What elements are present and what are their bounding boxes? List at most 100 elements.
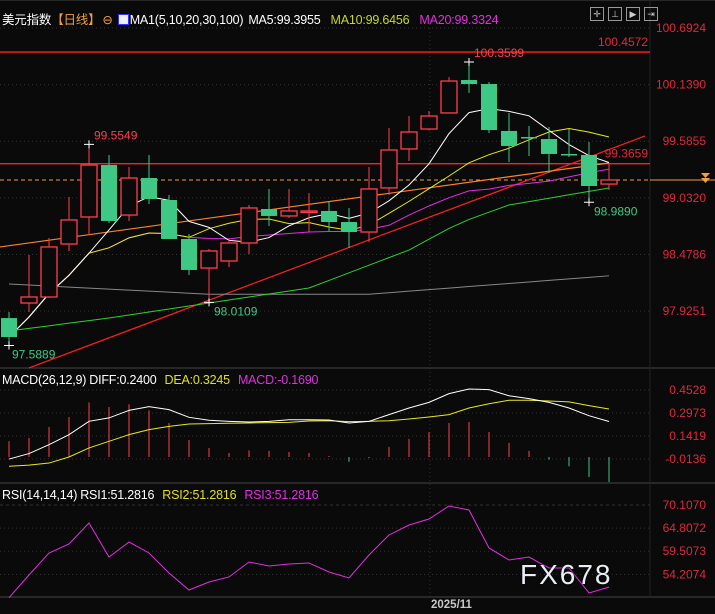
x-tick-label: 2025/11 [431,599,472,611]
candle-body [300,210,318,214]
candle[interactable] [200,249,218,303]
range-icon[interactable]: ⊥ [608,7,622,21]
candle[interactable] [360,166,378,242]
trendline [0,162,610,248]
candle-body [501,130,517,146]
candle[interactable] [261,188,277,226]
settings-icon[interactable]: ⊖ [102,13,113,27]
macd-dea: DEA:0.3245 [164,373,231,387]
indicator-icon[interactable] [117,14,129,25]
candle[interactable] [300,192,318,233]
macd-value: MACD:-0.1690 [237,373,319,387]
main-header: 美元指数【日线】 ⊖ MA1(5,10,20,30,100) MA5:99.3955 M… [2,9,503,28]
candle-body [40,246,58,298]
candle[interactable] [400,116,418,162]
candle-body [561,153,577,156]
price-tick-label: 99.0320 [663,191,707,205]
rsi-tick-label: 64.8072 [663,521,707,535]
candle-body [321,210,337,223]
candle[interactable] [181,233,197,275]
horizontal-line-label: 100.4572 [598,35,648,49]
exit-icon[interactable]: ⇥ [644,7,658,21]
macd-tick-label: -0.0136 [665,452,706,466]
candle[interactable] [440,77,458,114]
candle[interactable] [541,126,557,174]
macd-header: MACD(26,12,9) DIFF:0.2400 DEA:0.3245 MACD:-… [2,373,323,387]
candle[interactable] [600,162,618,190]
macd-name: MACD(26,12,9) [2,373,87,387]
price-tick-label: 100.1390 [656,78,706,92]
crosshair-icon[interactable]: ✛ [590,7,604,21]
extreme-marker-icon [4,341,14,350]
toolbar: ✛ ⊥ ▶ ⇥ [590,7,658,21]
rsi-header: RSI(14,14,14) RSI1:51.2816 RSI2:51.2816 RSI… [2,488,323,502]
candle[interactable] [161,194,177,239]
extreme-marker-icon [464,58,474,67]
candle[interactable] [380,127,398,195]
candle[interactable] [80,144,98,235]
candle[interactable] [280,188,298,219]
candle-body [60,219,78,245]
candle[interactable] [40,237,58,299]
candle[interactable] [501,112,517,162]
period-selector[interactable]: 【日线】 [51,13,101,27]
candle[interactable] [20,255,38,313]
extreme-marker-icon [584,198,594,207]
candle-body [181,238,197,270]
candle-body [341,222,357,233]
rsi-tick-label: 59.5073 [663,544,707,558]
extreme-marker-icon [84,140,94,149]
macd-tick-label: 0.4528 [669,383,706,397]
candle[interactable] [481,82,497,134]
price-tick-label: 97.9251 [663,304,707,318]
candle[interactable] [561,129,577,157]
candle[interactable] [420,111,438,131]
candle-body [240,207,258,244]
macd-dea-line [8,399,610,467]
candle[interactable] [120,166,138,221]
candle-body [440,80,458,114]
candle[interactable] [240,205,258,255]
candle-body [280,210,298,217]
candle[interactable] [60,197,78,251]
candle[interactable] [321,201,337,232]
macd-diff: DIFF:0.2400 [89,373,157,387]
price-tick-label: 98.4786 [663,247,707,261]
candle-body [521,136,537,139]
ma5-value: MA5:99.3955 [248,13,321,27]
candle[interactable] [220,238,238,268]
candle-body [461,80,477,84]
candle[interactable] [461,62,477,94]
last-price-marker-icon [701,172,710,183]
candle-body [400,131,418,150]
candle-body [220,242,238,262]
horizontal-line-label: 99.3659 [605,147,649,161]
candle[interactable] [1,312,17,346]
extreme-marker-icon [204,298,214,307]
rsi-name: RSI(14,14,14) [2,488,78,502]
candle[interactable] [341,207,357,248]
rsi1-value: RSI1:51.2816 [80,488,155,502]
candle-body [161,200,177,239]
candle-body [120,177,138,216]
ma10-value: MA10:99.6456 [330,13,410,27]
watermark: FX678 [520,559,613,590]
candle-body [80,164,98,218]
rsi-tick-label: 54.2074 [663,567,707,581]
ma-label: MA1(5,10,20,30,100) [129,13,244,27]
candle[interactable] [521,125,537,157]
candle-body [101,165,117,221]
trendline [28,135,646,369]
price-tick-label: 100.6924 [656,21,706,35]
ma100-line [8,275,610,295]
candle[interactable] [101,154,117,224]
candle[interactable] [141,154,157,204]
rsi-line [8,505,610,599]
play-icon[interactable]: ▶ [626,7,640,21]
candle[interactable] [581,142,597,203]
extreme-label: 98.0109 [214,304,258,318]
candle-body [581,154,597,186]
rsi3-value: RSI3:51.2816 [244,488,319,502]
ma30-line [8,187,610,332]
